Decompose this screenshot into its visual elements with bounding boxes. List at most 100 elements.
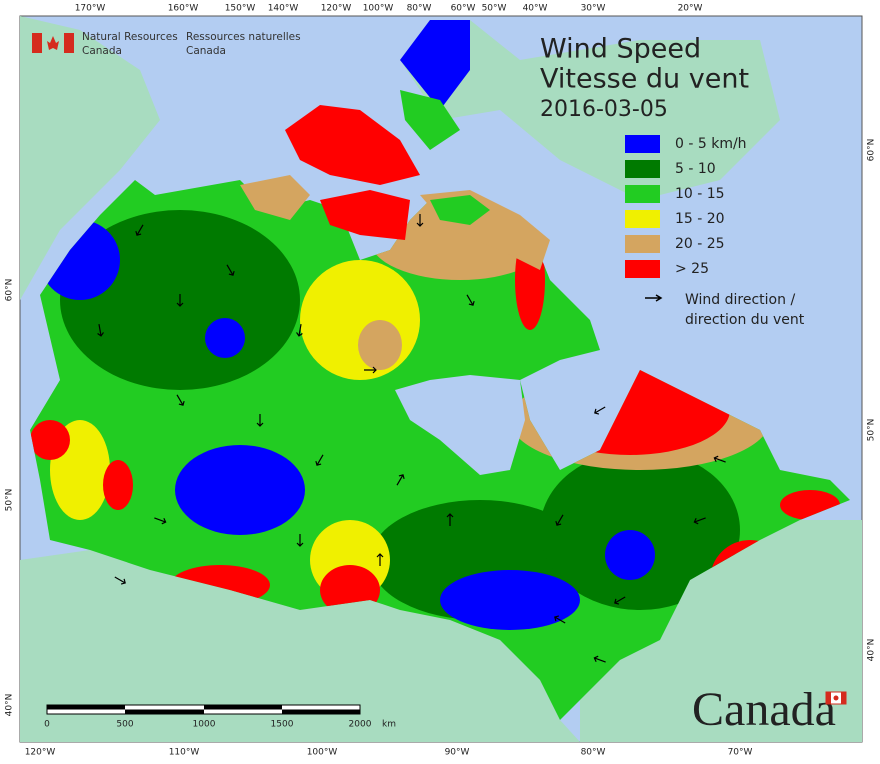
greenland-north [400, 20, 470, 110]
scale-label: 500 [116, 720, 133, 730]
longitude-label: 150°W [225, 4, 256, 14]
scale-unit: km [382, 720, 396, 730]
wind-zone [540, 450, 740, 610]
arctic-islands [240, 90, 550, 270]
arrow-label: direction du vent [685, 312, 805, 328]
legend-swatch [625, 235, 660, 253]
wind-arrow [97, 323, 104, 337]
scale-label: 1500 [271, 720, 294, 730]
legend-swatch [625, 160, 660, 178]
legend-swatch [625, 135, 660, 153]
island [430, 195, 490, 225]
island [320, 190, 410, 240]
wind-arrow [176, 394, 185, 406]
scale-label: 1000 [193, 720, 216, 730]
wind-zone [205, 318, 245, 358]
legend-label: 5 - 10 [675, 161, 716, 177]
wind-arrow [296, 323, 303, 337]
longitude-label: 30°W [581, 4, 606, 14]
wind-arrow [315, 454, 324, 466]
wind-arrow [154, 517, 167, 525]
wind-arrow [256, 414, 264, 427]
wind-arrow [593, 655, 606, 663]
usa-east [580, 520, 862, 742]
agency-en: Canada [82, 45, 122, 57]
legend-label: 10 - 15 [675, 186, 725, 202]
scale-segment [125, 709, 204, 714]
hudson-bay [395, 375, 525, 475]
longitude-label: 120°W [321, 4, 352, 14]
wind-zone [440, 570, 580, 630]
arrow-label: Wind direction / [685, 292, 795, 308]
arrow-symbol [645, 294, 663, 302]
latitude-label: 50°N [867, 419, 877, 442]
wind-arrow [416, 214, 424, 227]
agency-fr: Ressources naturelles [186, 31, 301, 43]
flag-bar [32, 33, 42, 53]
wind-arrows [97, 214, 726, 663]
longitude-label: 50°W [482, 4, 507, 14]
flag-bar [64, 33, 74, 53]
legend-swatch [625, 185, 660, 203]
scale-label: 2000 [349, 720, 372, 730]
wind-arrow [114, 576, 126, 585]
wordmark: Canada [692, 683, 836, 736]
wordmark-flag [826, 692, 831, 704]
wind-arrow [364, 366, 377, 374]
longitude-label: 100°W [307, 748, 338, 758]
usa [20, 550, 580, 742]
legend-label: > 25 [675, 261, 709, 277]
legend-label: 0 - 5 km/h [675, 136, 747, 152]
scale-segment [282, 709, 360, 714]
agency-fr: Canada [186, 45, 226, 57]
wind-arrow [376, 553, 384, 566]
wind-arrow [466, 294, 475, 306]
latitude-label: 60°N [5, 279, 15, 302]
wind-arrow [555, 514, 564, 526]
longitude-label: 90°W [445, 748, 470, 758]
greenland [400, 20, 780, 200]
longitude-label: 80°W [581, 748, 606, 758]
wind-zone [103, 460, 133, 510]
wind-zone [175, 445, 305, 535]
longitude-label: 80°W [407, 4, 432, 14]
longitude-label: 40°W [523, 4, 548, 14]
wind-arrow [594, 406, 606, 415]
wind-zone [358, 320, 402, 370]
flag-leaf [47, 36, 59, 50]
latitude-label: 60°N [867, 139, 877, 162]
wind-arrow [554, 615, 566, 624]
latitude-label: 40°N [867, 639, 877, 662]
wind-arrow [614, 596, 626, 605]
latitude-label: 40°N [5, 694, 15, 717]
wind-arrow [693, 517, 706, 525]
longitude-label: 110°W [169, 748, 200, 758]
wind-zone [300, 260, 420, 380]
longitude-label: 160°W [168, 4, 199, 14]
legend-label: 15 - 20 [675, 211, 725, 227]
longitude-label: 70°W [728, 748, 753, 758]
wind-zone [605, 530, 655, 580]
island [240, 175, 310, 220]
scale-segment [204, 705, 282, 710]
scale-label: 0 [44, 720, 50, 730]
wind-arrow [296, 534, 304, 547]
wind-arrow [226, 264, 235, 276]
longitude-label: 20°W [678, 4, 703, 14]
wordmark-leaf [833, 695, 839, 701]
legend-label: 20 - 25 [675, 236, 725, 252]
wind-arrow [446, 513, 454, 526]
longitude-label: 140°W [268, 4, 299, 14]
latitude-label: 50°N [5, 489, 15, 512]
longitude-label: 170°W [75, 4, 106, 14]
longitude-label: 60°W [451, 4, 476, 14]
wordmark-flag [841, 692, 846, 704]
wind-arrow [396, 474, 405, 486]
wind-arrow [176, 294, 184, 307]
wind-arrow [713, 455, 726, 463]
wind-arrow [135, 224, 144, 236]
wind-zone [30, 420, 70, 460]
title-en: Wind Speed [540, 34, 701, 65]
island [400, 90, 460, 150]
